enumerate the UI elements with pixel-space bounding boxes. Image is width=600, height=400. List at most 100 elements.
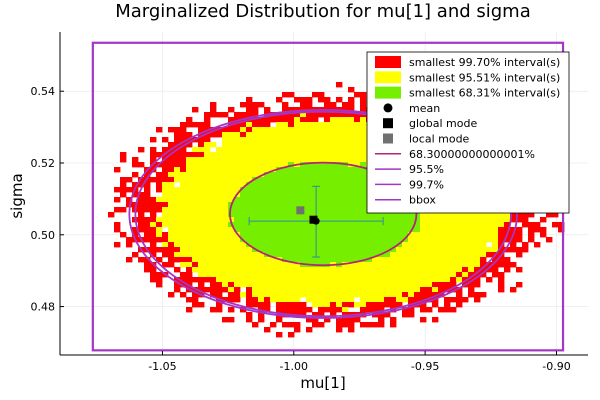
region-cell-99-70 bbox=[462, 277, 469, 283]
region-cell-68-31 bbox=[342, 167, 349, 173]
region-cell-99-70 bbox=[198, 152, 205, 158]
region-cell-99-70 bbox=[444, 287, 451, 293]
region-cell-95-51 bbox=[168, 197, 175, 203]
region-cell-95-51 bbox=[480, 247, 487, 253]
region-cell-95-51 bbox=[456, 252, 463, 258]
region-cell-68-31 bbox=[294, 247, 301, 253]
region-cell-68-31 bbox=[276, 177, 283, 183]
region-cell-95-51 bbox=[288, 137, 295, 143]
region-cell-99-70 bbox=[294, 302, 301, 308]
region-cell-95-51 bbox=[360, 277, 367, 283]
region-cell-68-31 bbox=[270, 227, 277, 233]
region-cell-68-31 bbox=[234, 207, 241, 213]
region-cell-95-51 bbox=[240, 277, 247, 283]
region-cell-99-70 bbox=[186, 267, 193, 273]
region-cell-99-70 bbox=[168, 177, 175, 183]
region-cell-68-31 bbox=[264, 197, 271, 203]
region-cell-95-51 bbox=[468, 247, 475, 253]
region-cell-99-70 bbox=[402, 312, 409, 318]
region-cell-95-51 bbox=[234, 277, 241, 283]
region-cell-95-51 bbox=[360, 157, 367, 163]
region-cell-99-70 bbox=[258, 312, 265, 318]
region-cell-95-51 bbox=[294, 152, 301, 158]
region-cell-95-51 bbox=[486, 217, 493, 223]
region-cell-99-70 bbox=[282, 92, 289, 98]
region-cell-95-51 bbox=[330, 272, 337, 278]
region-cell-95-51 bbox=[306, 147, 313, 153]
region-cell-95-51 bbox=[252, 157, 259, 163]
region-cell-95-51 bbox=[438, 267, 445, 273]
region-cell-95-51 bbox=[312, 272, 319, 278]
region-cell-95-51 bbox=[360, 262, 367, 268]
region-cell-95-51 bbox=[300, 137, 307, 143]
region-cell-68-31 bbox=[354, 247, 361, 253]
region-cell-99-70 bbox=[162, 202, 169, 208]
region-cell-68-31 bbox=[366, 222, 373, 228]
region-cell-99-70 bbox=[204, 117, 211, 123]
region-cell-95-51 bbox=[456, 257, 463, 263]
region-cell-95-51 bbox=[438, 262, 445, 268]
region-cell-95-51 bbox=[366, 292, 373, 298]
region-cell-99-70 bbox=[210, 127, 217, 133]
region-cell-99-70 bbox=[198, 137, 205, 143]
region-cell-68-31 bbox=[282, 237, 289, 243]
region-cell-95-51 bbox=[282, 272, 289, 278]
region-cell-95-51 bbox=[210, 267, 217, 273]
region-cell-95-51 bbox=[468, 212, 475, 218]
region-cell-99-70 bbox=[306, 102, 313, 108]
region-cell-99-70 bbox=[162, 147, 169, 153]
region-cell-68-31 bbox=[372, 212, 379, 218]
region-cell-95-51 bbox=[294, 117, 301, 123]
region-cell-68-31 bbox=[360, 167, 367, 173]
region-cell-95-51 bbox=[378, 277, 385, 283]
region-cell-95-51 bbox=[318, 147, 325, 153]
region-cell-95-51 bbox=[168, 182, 175, 188]
region-cell-68-31 bbox=[300, 252, 307, 258]
region-cell-95-51 bbox=[456, 247, 463, 253]
region-cell-95-51 bbox=[210, 207, 217, 213]
region-cell-99-70 bbox=[480, 272, 487, 278]
region-cell-95-51 bbox=[438, 232, 445, 238]
region-cell-99-70 bbox=[486, 267, 493, 273]
region-cell-99-70 bbox=[408, 307, 415, 313]
region-cell-68-31 bbox=[384, 217, 391, 223]
y-axis-label: sigma bbox=[8, 173, 26, 218]
region-cell-95-51 bbox=[450, 272, 457, 278]
region-cell-99-70 bbox=[138, 197, 145, 203]
region-cell-68-31 bbox=[342, 222, 349, 228]
region-cell-99-70 bbox=[156, 207, 163, 213]
region-cell-95-51 bbox=[294, 267, 301, 273]
region-cell-68-31 bbox=[306, 227, 313, 233]
region-cell-95-51 bbox=[204, 232, 211, 238]
region-cell-99-70 bbox=[480, 292, 487, 298]
region-cell-95-51 bbox=[174, 187, 181, 193]
region-cell-68-31 bbox=[342, 187, 349, 193]
region-cell-99-70 bbox=[438, 292, 445, 298]
region-cell-95-51 bbox=[450, 227, 457, 233]
region-cell-68-31 bbox=[318, 257, 325, 263]
region-cell-95-51 bbox=[372, 282, 379, 288]
region-cell-68-31 bbox=[348, 242, 355, 248]
region-cell-99-70 bbox=[186, 277, 193, 283]
region-cell-99-70 bbox=[168, 142, 175, 148]
region-cell-95-51 bbox=[330, 142, 337, 148]
region-cell-68-31 bbox=[348, 202, 355, 208]
region-cell-68-31 bbox=[348, 252, 355, 258]
region-cell-99-70 bbox=[252, 297, 259, 303]
region-cell-95-51 bbox=[342, 267, 349, 273]
region-cell-95-51 bbox=[270, 127, 277, 133]
region-cell-99-70 bbox=[420, 287, 427, 293]
region-cell-99-70 bbox=[168, 127, 175, 133]
region-cell-95-51 bbox=[228, 252, 235, 258]
region-cell-68-31 bbox=[252, 217, 259, 223]
region-cell-95-51 bbox=[336, 152, 343, 158]
region-cell-99-70 bbox=[510, 247, 517, 253]
region-cell-95-51 bbox=[216, 247, 223, 253]
region-cell-99-70 bbox=[426, 307, 433, 313]
region-cell-95-51 bbox=[390, 267, 397, 273]
region-cell-95-51 bbox=[354, 132, 361, 138]
region-cell-95-51 bbox=[228, 182, 235, 188]
region-cell-95-51 bbox=[354, 277, 361, 283]
region-cell-95-51 bbox=[270, 287, 277, 293]
region-cell-99-70 bbox=[534, 242, 541, 248]
